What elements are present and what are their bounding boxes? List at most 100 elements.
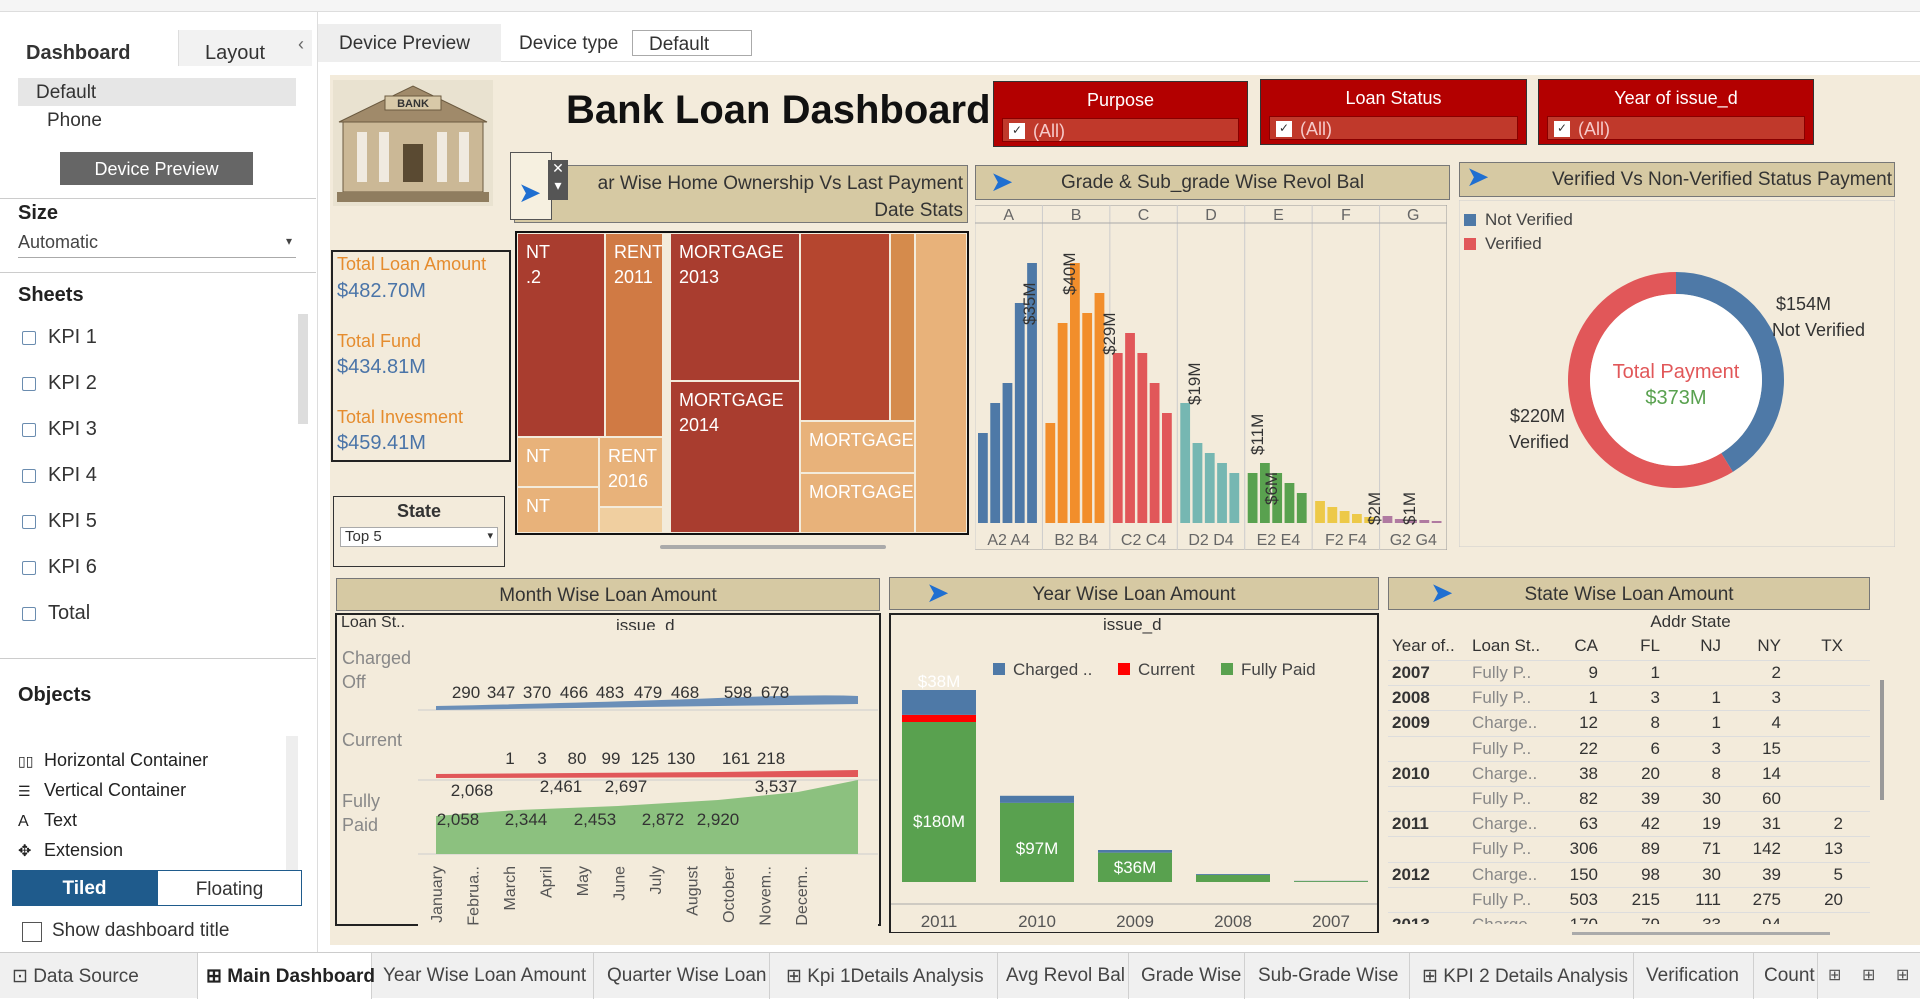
legend-label: Verified — [1485, 234, 1542, 253]
filter-dropdown[interactable]: ✓(All) — [1269, 116, 1518, 140]
device-preview-button[interactable]: Device Preview — [60, 152, 253, 185]
axis-tick-label: October — [721, 865, 738, 923]
sheet-item[interactable]: KPI 5 — [22, 510, 97, 533]
sheet-tab[interactable]: ⊞ Kpi 1Details Analysis — [770, 953, 998, 999]
new-dashboard-icon[interactable]: ⊞ — [1862, 965, 1875, 985]
bar — [1137, 353, 1147, 523]
device-default[interactable]: Default — [18, 78, 296, 106]
sheet-tab[interactable]: Sub-Grade Wise — [1245, 953, 1410, 999]
collapse-icon[interactable]: ‹ — [298, 34, 304, 55]
treemap-cell[interactable]: RENT 2011 — [605, 233, 663, 437]
navigate-icon[interactable]: ➤ — [990, 165, 1013, 198]
treemap-cell[interactable]: MORTGAGE — [800, 473, 915, 533]
show-title-checkbox[interactable] — [22, 922, 42, 942]
sheets-scrollbar[interactable] — [298, 314, 308, 424]
data-label: 2,697 — [605, 777, 648, 796]
object-item[interactable]: ▯▯Horizontal Container — [18, 750, 208, 771]
tiled-button[interactable]: Tiled — [12, 870, 157, 906]
treemap-cell[interactable] — [599, 507, 663, 533]
grade-label: G — [1407, 207, 1419, 224]
table-cell: 42 — [1610, 814, 1660, 834]
row-status: Fully P.. — [1472, 789, 1531, 809]
sheet-item[interactable]: KPI 1 — [22, 326, 97, 349]
device-phone[interactable]: Phone — [47, 110, 102, 132]
navigate-icon[interactable]: ➤ — [1466, 160, 1489, 193]
divider — [0, 198, 316, 199]
tab-dashboard[interactable]: Dashboard — [0, 30, 178, 66]
bar — [1000, 796, 1074, 803]
navigate-icon[interactable]: ➤ — [926, 576, 949, 609]
object-label: Horizontal Container — [44, 750, 208, 770]
treemap-cell[interactable]: NT .2 — [517, 233, 605, 437]
loan-status-filter[interactable]: Loan Status ✓(All) — [1260, 79, 1527, 145]
tab-label: Grade Wise — [1141, 965, 1241, 986]
objects-scrollbar[interactable] — [286, 736, 298, 872]
new-story-icon[interactable]: ⊞ — [1896, 965, 1909, 985]
table-hscrollbar[interactable] — [1572, 932, 1830, 935]
filter-value: (All) — [1300, 119, 1332, 139]
treemap-cell[interactable] — [890, 233, 915, 421]
treemap-cell[interactable]: RENT 2016 — [599, 437, 663, 507]
treemap-cell[interactable] — [915, 233, 967, 533]
sheet-item[interactable]: Total — [22, 602, 90, 625]
sheet-label: KPI 6 — [48, 556, 97, 578]
data-label: $36M — [1114, 858, 1157, 877]
close-icon[interactable]: ✕▾ — [548, 160, 568, 200]
kpi-value: $434.81M — [337, 356, 426, 379]
sheet-tab[interactable]: Grade Wise — [1129, 953, 1245, 999]
treemap-cell[interactable]: NT — [517, 437, 599, 487]
sheet-icon — [22, 561, 36, 575]
sheet-item[interactable]: KPI 2 — [22, 372, 97, 395]
tab-layout[interactable]: Layout — [178, 30, 312, 66]
navigate-icon[interactable]: ➤ — [518, 176, 541, 209]
device-preview-tab[interactable]: Device Preview — [318, 24, 501, 62]
object-item[interactable]: ✥Extension — [18, 840, 123, 861]
tab-main-dashboard[interactable]: ⊞ Main Dashboard — [198, 953, 372, 999]
database-icon: ⊡ — [12, 966, 28, 987]
state-filter[interactable]: State Top 5▾ — [333, 496, 505, 567]
sheet-label: Total — [48, 602, 90, 624]
filter-dropdown[interactable]: ✓(All) — [1002, 118, 1239, 142]
treemap-scrollbar[interactable] — [660, 545, 886, 549]
year-filter[interactable]: Year of issue_d ✓(All) — [1538, 79, 1814, 145]
treemap-cell[interactable] — [800, 233, 890, 421]
new-sheet-icon[interactable]: ⊞ — [1828, 965, 1841, 985]
sheet-tab[interactable]: Avg Revol Bal — [998, 953, 1129, 999]
table-cell: 2 — [1731, 663, 1781, 683]
size-select[interactable]: Automatic▾ — [18, 232, 296, 258]
treemap-cell[interactable]: MORTGAGE 2014 — [670, 381, 800, 533]
table-scrollbar[interactable] — [1880, 680, 1884, 800]
sheet-tab[interactable]: ⊞ KPI 2 Details Analysis — [1410, 953, 1634, 999]
sheet-tab[interactable]: Count Y — [1754, 953, 1818, 999]
floating-button[interactable]: Floating — [157, 870, 302, 906]
treemap-cell[interactable]: MORTGAGE — [800, 421, 915, 473]
sheet-tab[interactable]: Year Wise Loan Amount — [372, 953, 594, 999]
axis-tick-label: B2 B4 — [1054, 532, 1098, 549]
sheet-item[interactable]: KPI 3 — [22, 418, 97, 441]
treemap-cell[interactable]: NT — [517, 487, 599, 533]
sheet-item[interactable]: KPI 6 — [22, 556, 97, 579]
state-filter-select[interactable]: Top 5▾ — [340, 527, 498, 547]
data-label: $6M — [1262, 472, 1281, 505]
treemap-cell[interactable]: MORTGAGE 2013 — [670, 233, 800, 381]
device-type-select[interactable]: Default — [632, 30, 752, 56]
tab-data-source[interactable]: ⊡ Data Source — [0, 953, 198, 999]
filter-label: Year of issue_d — [1539, 80, 1813, 109]
sheet-tab[interactable]: Verification — [1634, 953, 1754, 999]
legend-swatch — [1118, 663, 1130, 675]
sheet-tab[interactable]: Quarter Wise Loan — [594, 953, 770, 999]
object-item[interactable]: ☰Vertical Container — [18, 780, 186, 801]
table-cell: 1 — [1671, 688, 1721, 708]
object-label: Extension — [44, 840, 123, 860]
data-label: $19M — [1185, 362, 1204, 405]
bar — [902, 715, 976, 722]
purpose-filter[interactable]: Purpose ✓(All) — [993, 81, 1248, 147]
sheet-item[interactable]: KPI 4 — [22, 464, 97, 487]
navigate-icon[interactable]: ➤ — [1430, 576, 1453, 609]
data-label: 80 — [568, 749, 587, 768]
filter-dropdown[interactable]: ✓(All) — [1547, 116, 1805, 140]
